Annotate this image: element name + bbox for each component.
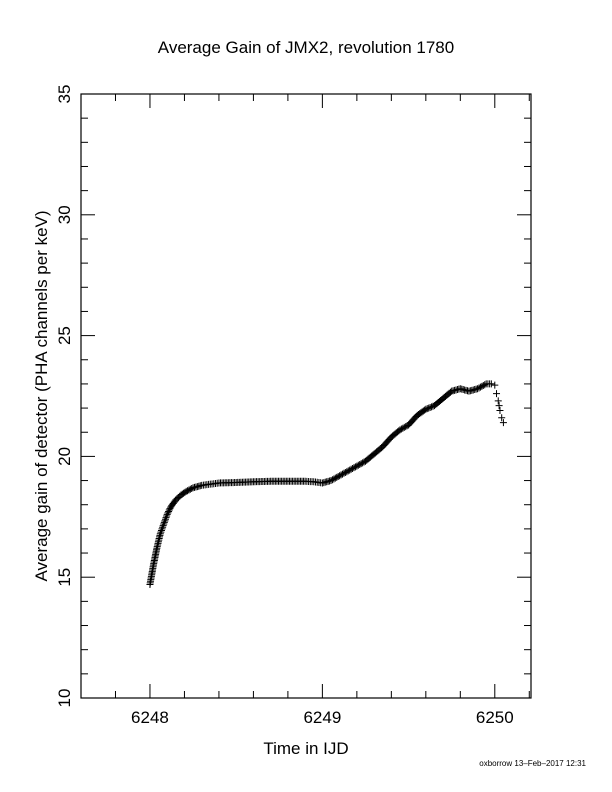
y-tick-label: 15	[55, 568, 74, 587]
data-point	[498, 414, 506, 422]
data-point	[354, 461, 362, 469]
data-point	[481, 381, 489, 389]
data-point	[331, 474, 339, 482]
chart-title: Average Gain of JMX2, revolution 1780	[158, 38, 454, 57]
data-point	[327, 477, 335, 485]
data-point	[423, 405, 431, 413]
x-tick-label: 6248	[131, 708, 169, 727]
data-point	[474, 385, 482, 393]
y-tick-label: 25	[55, 326, 74, 345]
data-point	[159, 523, 167, 531]
data-point	[422, 405, 430, 413]
data-point	[402, 423, 410, 431]
data-point	[343, 468, 351, 476]
data-point	[340, 469, 348, 477]
data-point	[357, 460, 365, 468]
data-point	[160, 520, 168, 528]
data-point	[328, 476, 336, 484]
data-point	[349, 464, 357, 472]
data-point	[495, 402, 503, 410]
data-point	[165, 507, 173, 515]
data-point	[334, 473, 342, 481]
data-point	[341, 469, 349, 477]
data-point	[350, 464, 358, 472]
y-tick-label: 35	[55, 85, 74, 104]
data-point	[397, 425, 405, 433]
data-point	[359, 459, 367, 467]
data-point	[330, 475, 338, 483]
data-point	[165, 506, 173, 514]
y-axis-label: Average gain of detector (PHA channels p…	[32, 210, 51, 581]
data-point	[159, 522, 167, 530]
data-point	[156, 530, 164, 538]
data-point	[161, 517, 169, 525]
y-tick-label: 10	[55, 689, 74, 708]
data-point	[478, 382, 486, 390]
data-point	[336, 472, 344, 480]
x-axis-label: Time in IJD	[263, 739, 348, 758]
data-point	[161, 515, 169, 523]
x-tick-label: 6250	[476, 708, 514, 727]
data-point	[157, 528, 165, 536]
footer-credit: oxborrow 13–Feb–2017 12:31	[479, 759, 586, 768]
data-point	[491, 381, 499, 389]
y-tick-labels: 10 15 20 25 30 35	[55, 85, 74, 708]
data-point	[158, 525, 166, 533]
data-point	[346, 466, 354, 474]
data-point	[160, 518, 168, 526]
data-point	[338, 470, 346, 478]
data-point	[163, 510, 171, 518]
data-point	[476, 383, 484, 391]
data-point	[428, 403, 436, 411]
y-tick-label: 20	[55, 447, 74, 466]
data-point	[356, 460, 364, 468]
y-tick-label: 30	[55, 205, 74, 224]
data-point	[496, 406, 504, 414]
data-point	[499, 419, 507, 427]
data-point	[344, 467, 352, 475]
x-tick-labels: 6248 6249 6250	[131, 708, 514, 727]
data-point	[351, 463, 359, 471]
x-tick-label: 6249	[303, 708, 341, 727]
data-point	[333, 473, 341, 481]
data-point	[353, 462, 361, 470]
data-point	[163, 512, 171, 520]
data-point	[493, 390, 501, 398]
data-point	[487, 380, 495, 388]
data-point	[425, 404, 433, 412]
data-point	[479, 382, 487, 390]
data-point	[396, 426, 404, 434]
data-point	[494, 397, 502, 405]
data-point	[475, 384, 483, 392]
data-point	[399, 424, 407, 432]
data-point	[400, 423, 408, 431]
data-point	[162, 514, 170, 522]
data-point	[426, 403, 434, 411]
data-point	[157, 526, 165, 534]
plot-frame	[80, 93, 532, 699]
data-point	[337, 471, 345, 479]
data-point	[347, 465, 355, 473]
data-point	[164, 509, 172, 517]
data-markers	[146, 380, 507, 588]
axis-ticks	[80, 93, 531, 699]
